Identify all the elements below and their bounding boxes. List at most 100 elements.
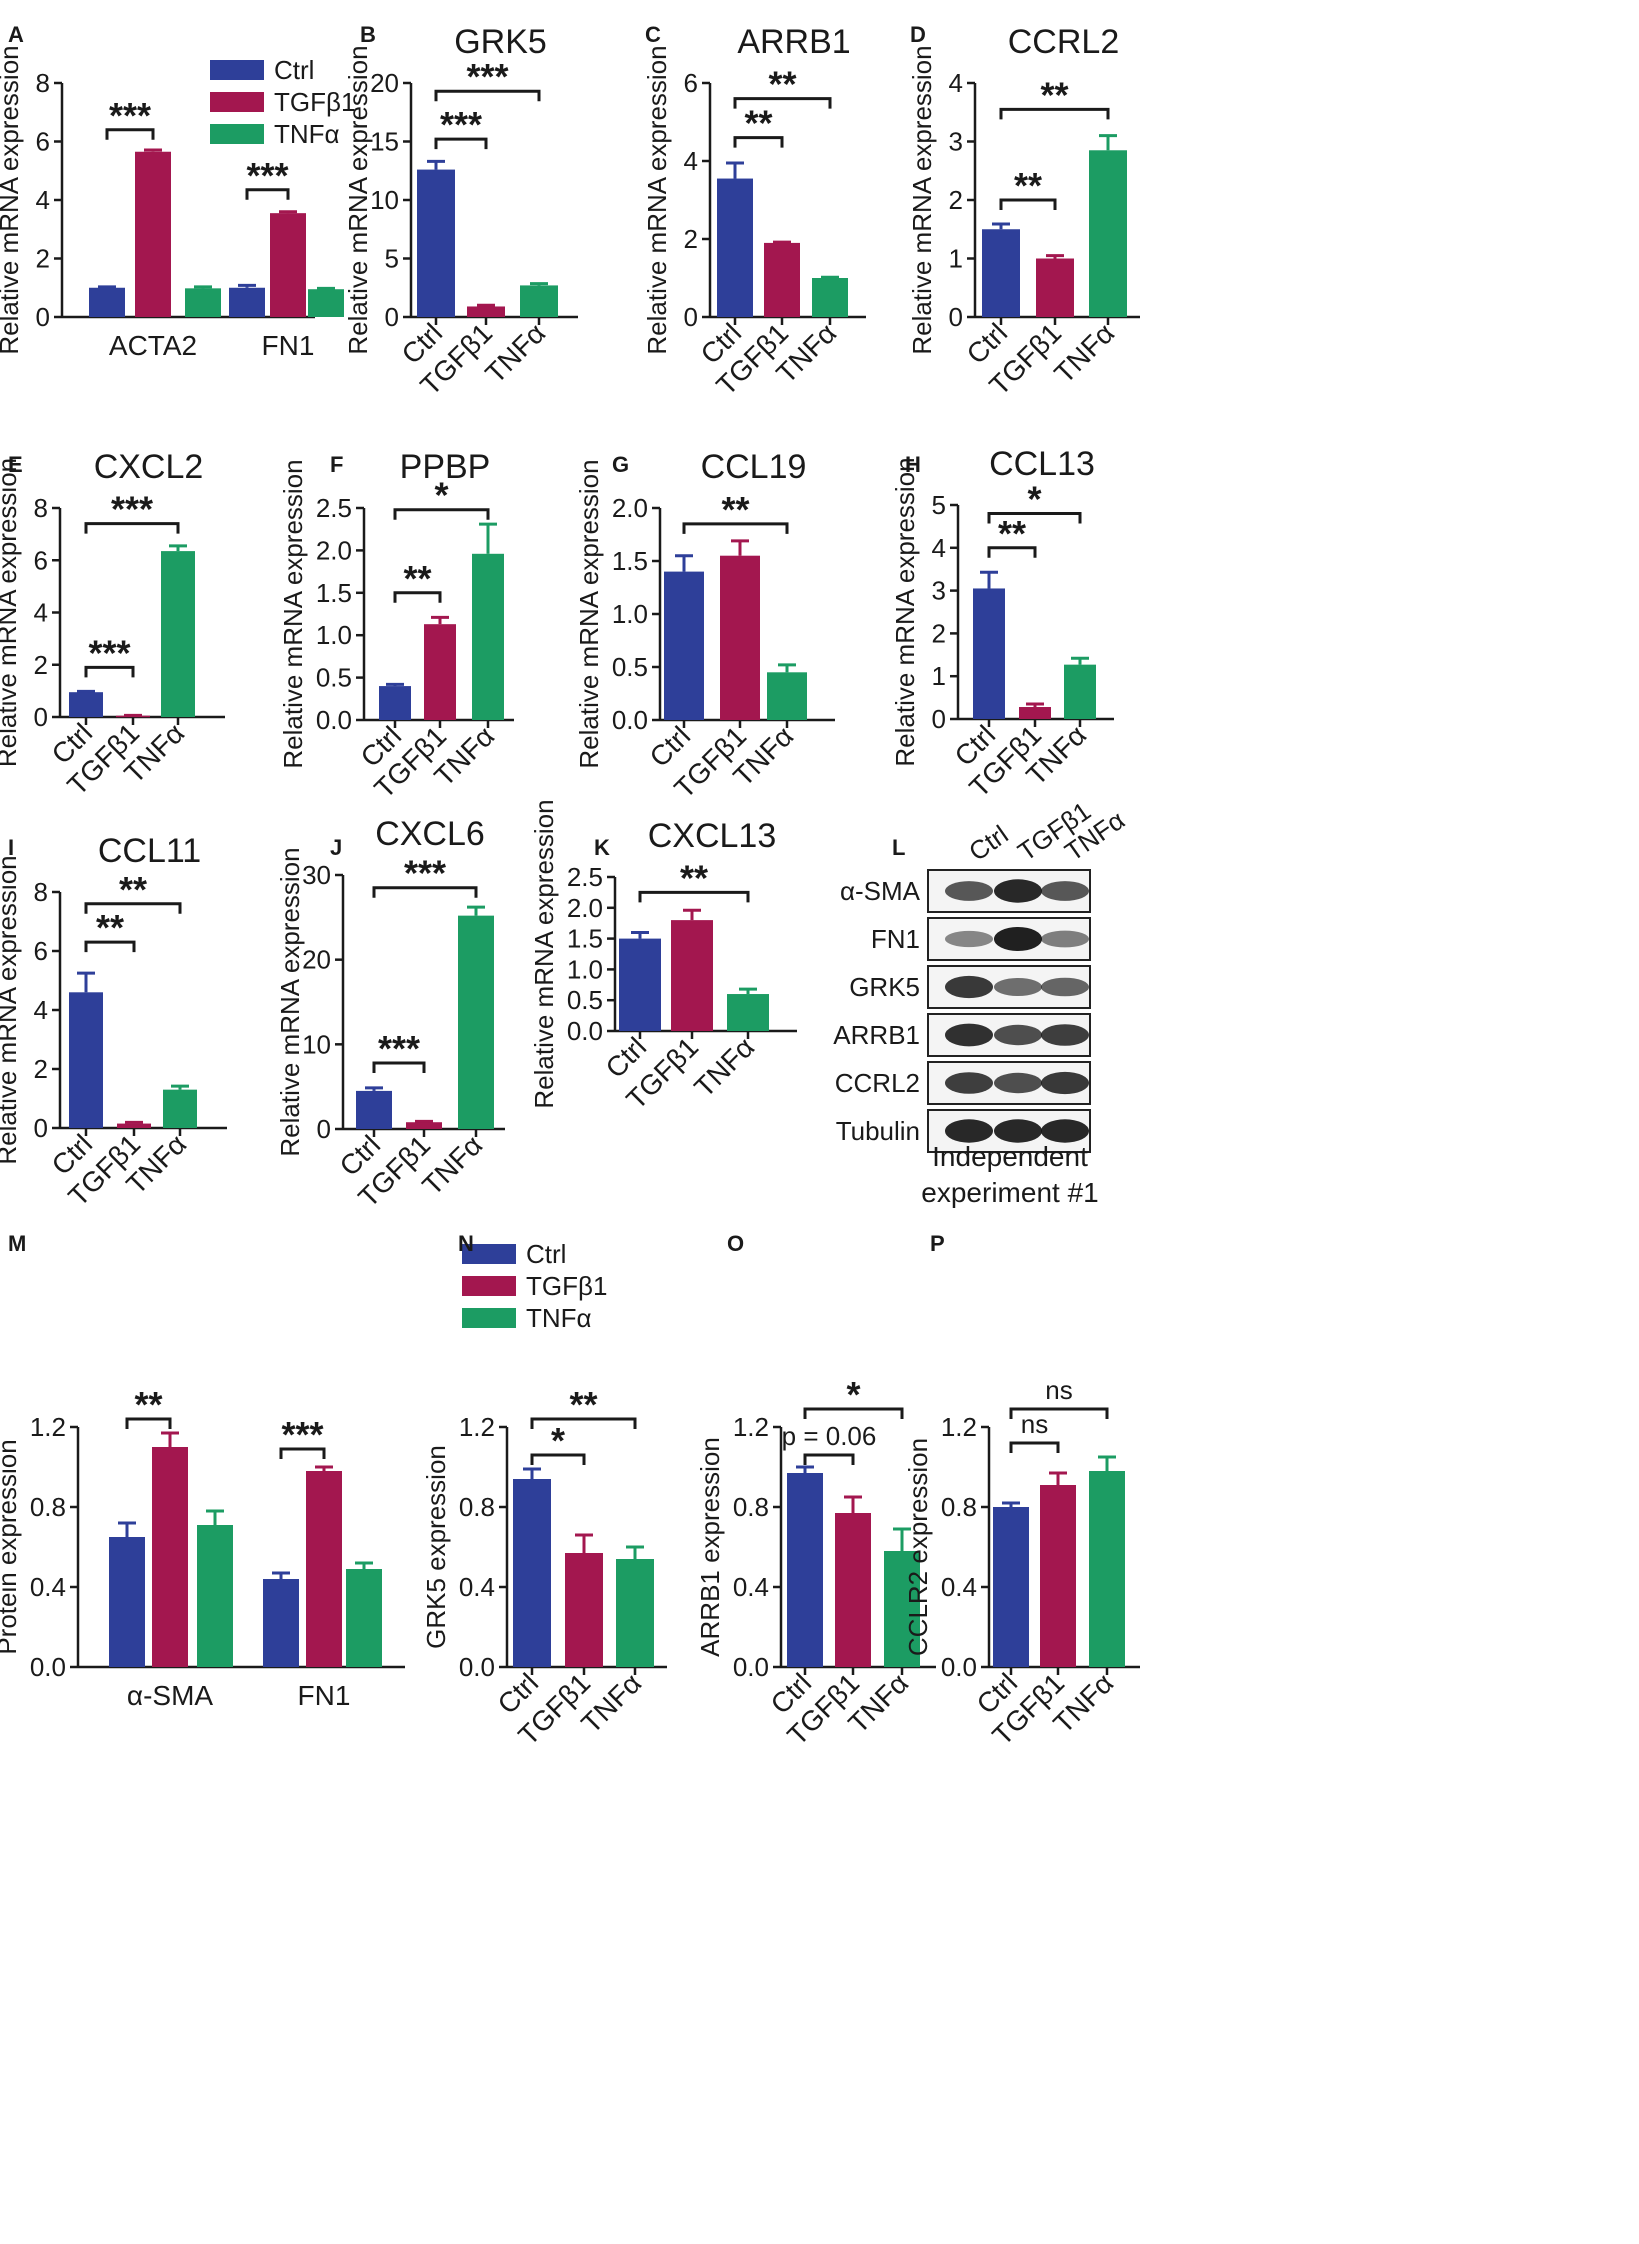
- significance-bracket: [638, 890, 750, 903]
- legend-swatch: [462, 1244, 516, 1264]
- blot-band: [945, 1072, 993, 1094]
- panel-label: A: [8, 22, 24, 47]
- y-tick-label: 8: [36, 68, 50, 98]
- y-tick-label: 2.5: [567, 862, 603, 892]
- y-tick-label: 2.5: [316, 493, 352, 523]
- y-tick-label: 0: [34, 1113, 48, 1143]
- blot-band: [994, 978, 1042, 996]
- legend-label: TNFα: [274, 119, 340, 149]
- significance-label: ns: [1045, 1375, 1072, 1405]
- blot-band: [1041, 881, 1089, 901]
- bar: [1019, 707, 1051, 719]
- bar: [229, 287, 265, 317]
- bar: [884, 1551, 920, 1667]
- chart-title: CXCL13: [648, 817, 777, 855]
- bar: [472, 553, 504, 720]
- bar: [616, 1559, 654, 1667]
- y-tick-label: 1.2: [733, 1412, 769, 1442]
- y-tick-label: 2: [36, 244, 50, 274]
- y-tick-label: 1.0: [612, 599, 648, 629]
- y-tick-label: 4: [932, 533, 946, 563]
- bar: [513, 1479, 551, 1667]
- y-axis-label: Relative mRNA expression: [907, 45, 937, 354]
- y-tick-label: 2: [684, 224, 698, 254]
- bar: [717, 178, 753, 317]
- y-tick-label: 0.4: [30, 1572, 66, 1602]
- bar: [727, 994, 769, 1031]
- significance-label: **: [569, 1384, 597, 1425]
- chart-title: CCL13: [989, 445, 1095, 483]
- bar: [787, 1473, 823, 1667]
- bar: [417, 169, 455, 317]
- bar: [346, 1569, 382, 1667]
- significance-label: *: [551, 1420, 565, 1461]
- y-tick-label: 10: [302, 1029, 331, 1059]
- significance-bracket: [999, 107, 1110, 120]
- bar: [197, 1525, 233, 1667]
- y-tick-label: 0: [684, 302, 698, 332]
- significance-bracket: [84, 665, 135, 678]
- significance-label: **: [119, 869, 147, 910]
- significance-bracket: [279, 1447, 326, 1459]
- bar: [520, 285, 558, 317]
- blot-caption-line1: Independent: [932, 1141, 1088, 1172]
- bar: [1089, 1471, 1125, 1667]
- blot-row-label: FN1: [871, 924, 920, 954]
- y-tick-label: 4: [949, 68, 963, 98]
- significance-label: ns: [1021, 1409, 1048, 1439]
- panel-label: N: [458, 1231, 474, 1256]
- significance-label: *: [1027, 479, 1041, 520]
- legend-label: Ctrl: [274, 55, 314, 85]
- blot-band: [1041, 1071, 1089, 1095]
- y-axis-label: Relative mRNA expression: [0, 45, 24, 354]
- bar: [116, 715, 150, 718]
- y-axis-label: Relative mRNA expression: [278, 459, 308, 768]
- significance-label: **: [680, 857, 708, 898]
- x-tick-label: α-SMA: [127, 1680, 214, 1711]
- y-tick-label: 5: [385, 244, 399, 274]
- bar: [671, 920, 713, 1031]
- y-tick-label: 0.5: [316, 663, 352, 693]
- significance-label: **: [96, 907, 124, 948]
- legend-swatch: [210, 60, 264, 80]
- chart-title: PPBP: [400, 448, 491, 486]
- significance-bracket: [393, 508, 490, 520]
- y-axis-label: Relative mRNA expression: [642, 45, 672, 354]
- significance-bracket: [372, 886, 478, 898]
- y-axis-label: Relative mRNA expression: [0, 855, 22, 1164]
- blot-caption-line2: experiment #1: [921, 1177, 1098, 1208]
- significance-bracket: [434, 89, 541, 102]
- y-tick-label: 0: [34, 702, 48, 732]
- significance-label: **: [744, 103, 772, 144]
- significance-bracket: [530, 1417, 637, 1429]
- chart-title: GRK5: [454, 23, 547, 61]
- bar: [356, 1090, 392, 1129]
- chart-title: CCRL2: [1008, 23, 1119, 61]
- y-tick-label: 1.5: [316, 578, 352, 608]
- x-tick-label: TNFα: [575, 1667, 647, 1739]
- bar: [424, 624, 456, 720]
- bar: [993, 1507, 1029, 1667]
- y-tick-label: 20: [370, 68, 399, 98]
- x-tick-label: FN1: [262, 330, 315, 361]
- y-tick-label: 0.8: [733, 1492, 769, 1522]
- significance-bracket: [803, 1453, 855, 1465]
- bar: [1040, 1485, 1076, 1667]
- y-tick-label: 0.0: [30, 1652, 66, 1682]
- significance-label: **: [998, 513, 1026, 554]
- y-tick-label: 4: [34, 598, 48, 628]
- significance-bracket: [987, 512, 1082, 524]
- y-tick-label: 0.0: [612, 705, 648, 735]
- bar: [161, 551, 195, 717]
- legend-label: Ctrl: [526, 1239, 566, 1269]
- panel-m: M 0.0 0.4 0.8 1.2 Protein expression α-SMA FN1 *…: [0, 1231, 607, 1711]
- blot-band: [945, 1023, 993, 1047]
- y-tick-label: 1: [949, 244, 963, 274]
- panel-label: I: [8, 835, 14, 860]
- y-axis-label: Relative mRNA expression: [275, 847, 305, 1156]
- blot-row-label: CCRL2: [835, 1068, 920, 1098]
- panel-label: E: [8, 452, 23, 477]
